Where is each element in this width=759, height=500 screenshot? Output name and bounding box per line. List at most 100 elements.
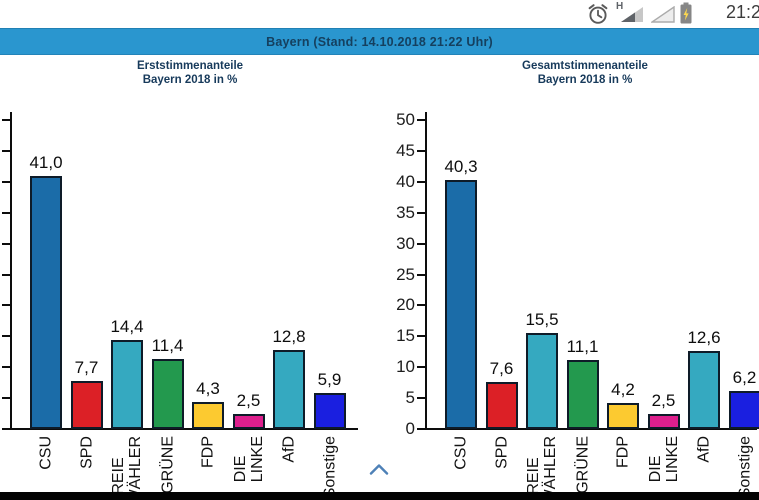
bar-value-label: 4,2 (611, 380, 635, 400)
axis-category-label: AfD (695, 436, 713, 463)
y-axis-line (425, 112, 427, 430)
bar-value-label: 4,3 (196, 379, 220, 399)
y-axis-tick (417, 242, 425, 245)
axis-category-label: FDP (614, 436, 632, 468)
axis-category-label: CSU (452, 436, 470, 470)
bar-die-linke (232, 413, 265, 429)
bar-sonstige (728, 390, 759, 429)
bar-value-label: 2,5 (236, 390, 261, 410)
axis-category-label: DIE LINKE (231, 436, 266, 483)
y-axis-tick (417, 180, 425, 183)
y-axis-tick-label: 35 (396, 202, 415, 222)
bar-die-linke (647, 413, 680, 429)
alarm-clock-icon (588, 4, 608, 24)
axis-category-label: Sonstige (736, 436, 753, 499)
y-axis-tick (417, 304, 425, 307)
y-axis-tick (2, 211, 10, 214)
y-axis-tick (417, 397, 425, 400)
y-axis-tick (2, 366, 10, 369)
y-axis-tick (2, 119, 10, 121)
chart-title-line2: Bayern 2018 in % (537, 74, 633, 86)
y-axis-tick-label: 25 (396, 264, 415, 284)
bar-freie-w-hler (111, 340, 143, 429)
chevron-up-icon[interactable] (368, 461, 390, 478)
header-title: Bayern (Stand: 14.10.2018 21:22 Uhr) (266, 34, 493, 49)
header-bar: Bayern (Stand: 14.10.2018 21:22 Uhr) (0, 28, 759, 55)
bar-value-label: 15,5 (525, 310, 559, 330)
bar-gr-ne (151, 358, 184, 429)
y-axis-tick (417, 273, 425, 276)
bar-value-label: 41,0 (29, 152, 63, 172)
axis-category-label: GRÜNE (159, 436, 176, 494)
bar-value-label: 2,5 (651, 390, 676, 410)
bar-sonstige (313, 392, 346, 429)
bar-value-label: 40,3 (444, 156, 478, 176)
bar-freie-w-hler (526, 333, 558, 429)
y-axis-tick (2, 397, 10, 400)
y-axis-tick-label: 40 (396, 171, 415, 191)
chart-title-gesamtstimmen: Gesamtstimmenanteile Bayern 2018 in % (435, 59, 735, 87)
axis-category-label: Sonstige (321, 436, 338, 499)
navigation-bar (0, 492, 759, 500)
bar-value-label: 11,4 (151, 335, 184, 355)
signal-h-label: H (616, 1, 624, 12)
x-axis-line (10, 428, 358, 430)
bar-afd (688, 351, 720, 429)
signal-empty-icon (651, 6, 675, 23)
bar-afd (273, 349, 305, 429)
y-axis-tick (417, 149, 425, 152)
bar-csu (445, 179, 477, 429)
bar-spd (485, 382, 518, 429)
y-axis-tick (417, 335, 425, 338)
chart-title-line1: Erststimmenanteile (136, 60, 244, 72)
axis-category-label: DIE LINKE (646, 436, 681, 483)
y-axis-tick-label: 20 (396, 295, 415, 315)
bar-value-label: 7,6 (489, 359, 514, 379)
bar-value-label: 14,4 (110, 317, 144, 336)
bar-value-label: 7,7 (74, 358, 99, 378)
chart-title-line1: Gesamtstimmenanteile (522, 60, 648, 72)
y-axis-tick-label: 10 (396, 357, 415, 377)
chart-title-erststimmen: Erststimmenanteile Bayern 2018 in % (40, 59, 340, 87)
y-axis-tick-label: 0 (405, 419, 415, 438)
y-axis-tick (2, 335, 10, 338)
axis-category-label: FREIE WÄHLER (525, 436, 559, 500)
chart-title-line2: Bayern 2018 in % (142, 74, 238, 86)
axis-category-label: AfD (280, 436, 298, 463)
bar-value-label: 6,2 (732, 367, 757, 387)
y-axis-tick (417, 211, 425, 214)
bar-spd (70, 381, 103, 429)
axis-category-label: CSU (37, 436, 55, 470)
y-axis-tick (2, 242, 10, 245)
y-axis-tick-label: 5 (405, 388, 415, 408)
bar-value-label: 12,8 (272, 326, 306, 346)
axis-category-label: FREIE WÄHLER (110, 436, 144, 500)
bar-fdp (192, 402, 224, 429)
y-axis-tick (2, 149, 10, 152)
y-axis-tick (2, 273, 10, 276)
status-bar: H 21:2 (0, 0, 759, 27)
y-axis-tick (2, 180, 10, 183)
y-axis-tick (417, 366, 425, 369)
bar-value-label: 11,1 (566, 337, 599, 357)
axis-category-label: GRÜNE (574, 436, 591, 494)
y-axis-tick-label: 50 (396, 110, 415, 129)
y-axis-tick-label: 15 (396, 326, 415, 346)
y-axis-tick (417, 119, 425, 121)
axis-category-label: SPD (78, 436, 95, 469)
axis-category-label: FDP (199, 436, 217, 468)
y-axis-tick (2, 428, 10, 430)
status-clock: 21:2 (726, 2, 759, 22)
bar-value-label: 12,6 (687, 328, 721, 348)
y-axis-tick-label: 45 (396, 140, 415, 160)
y-axis-tick-label: 30 (396, 233, 415, 253)
y-axis-line (10, 112, 12, 430)
signal-h-icon (621, 7, 643, 22)
bar-value-label: 5,9 (317, 369, 342, 389)
bar-fdp (607, 403, 639, 429)
battery-charging-icon (680, 2, 692, 24)
bar-csu (30, 175, 62, 429)
y-axis-tick (2, 304, 10, 307)
x-axis-line (425, 428, 757, 430)
